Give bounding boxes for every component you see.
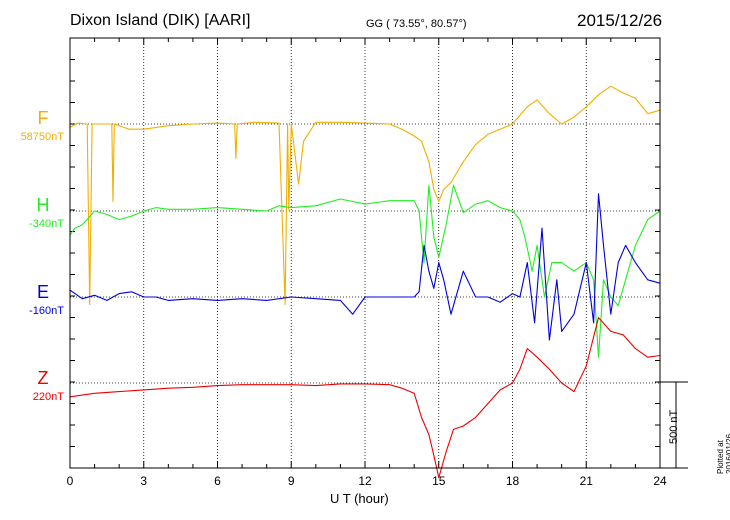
- x-tick-label: 0: [67, 474, 74, 488]
- x-tick-label: 6: [214, 474, 221, 488]
- x-tick-label: 12: [358, 474, 372, 488]
- x-tick-label: 21: [580, 474, 594, 488]
- component-z-label: Z: [37, 368, 49, 388]
- plotted-timestamp: Plotted at 2016/01/26 01:32 UT: [716, 433, 730, 474]
- x-tick-labels: 0 3 6 9 12 15 18 21 24: [67, 474, 667, 488]
- station-coordinates: GG ( 73.55°, 80.57°): [366, 18, 467, 30]
- scale-bar-label: 500 nT: [668, 409, 680, 444]
- grid-lines: [143, 38, 587, 468]
- component-h-baseline: -340nT: [29, 218, 64, 230]
- x-axis-label: U T (hour): [330, 491, 389, 506]
- x-tick-label: 9: [288, 474, 295, 488]
- series-z-line: [69, 317, 661, 479]
- component-z-baseline: 220nT: [32, 391, 64, 403]
- plot-frame: [69, 37, 661, 469]
- series-h-line: [69, 184, 661, 358]
- x-tick-label: 15: [432, 474, 446, 488]
- component-f-label: F: [37, 108, 49, 128]
- component-e-label: E: [36, 282, 49, 302]
- component-f-baseline: 58750nT: [20, 131, 64, 143]
- x-tick-label: 3: [140, 474, 147, 488]
- series-e-line: [69, 193, 661, 341]
- series-f-line: [69, 85, 661, 306]
- plot-date: 2015/12/26: [577, 11, 663, 30]
- component-e-baseline: -160nT: [29, 305, 64, 317]
- data-series: [69, 85, 661, 479]
- x-tick-label: 24: [653, 474, 667, 488]
- station-title: Dixon Island (DIK) [AARI]: [70, 12, 251, 29]
- axis-ticks: [69, 38, 661, 468]
- scale-bar: [660, 381, 688, 469]
- x-tick-label: 18: [506, 474, 520, 488]
- component-h-label: H: [36, 195, 50, 215]
